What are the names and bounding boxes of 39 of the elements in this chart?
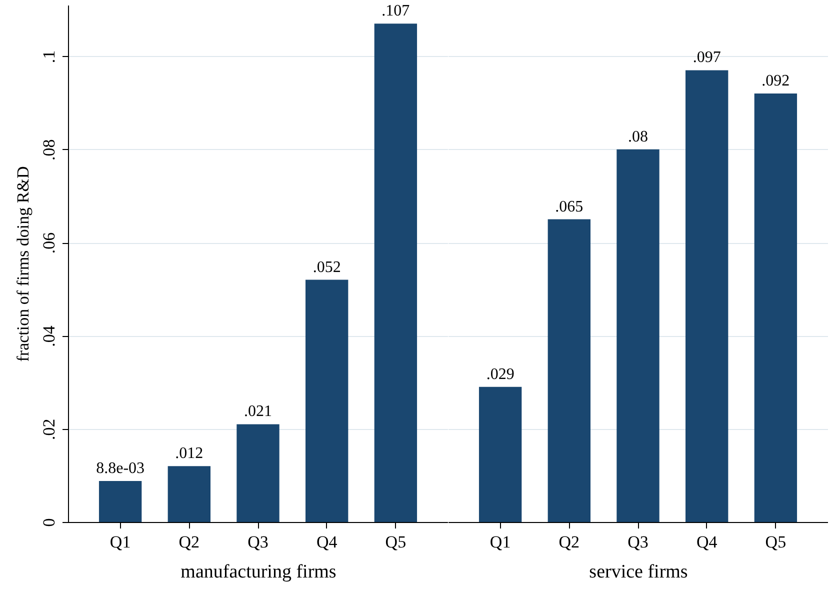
data-label: 8.8e-03 [96, 460, 145, 478]
x-tick-label: Q3 [248, 532, 268, 552]
data-label: .065 [555, 198, 584, 216]
y-tick-label: .06 [40, 232, 58, 254]
y-tick-label: .04 [40, 325, 58, 347]
x-tick-label: Q5 [765, 532, 786, 552]
bar [236, 424, 280, 522]
x-tick-label: Q4 [696, 532, 718, 552]
y-tick-label: .02 [40, 418, 58, 440]
data-label: .097 [692, 49, 721, 66]
data-label: .052 [312, 258, 341, 276]
x-axis-title: manufacturing firms [180, 562, 336, 582]
data-label: .107 [382, 2, 410, 20]
data-label: .021 [244, 403, 272, 420]
y-tick-label: .1 [40, 50, 58, 64]
x-axis-title: service firms [589, 562, 688, 582]
y-tick-label: 0 [40, 518, 58, 527]
data-label: .092 [762, 72, 790, 90]
data-label: .012 [175, 445, 204, 462]
bar [548, 219, 590, 522]
x-tick-label: Q2 [178, 532, 200, 552]
x-tick-label: Q5 [385, 532, 406, 552]
y-axis-title: fraction of firms doing R&D [14, 166, 32, 362]
bar [168, 466, 210, 522]
data-label: .029 [486, 366, 514, 383]
x-tick-label: Q3 [628, 532, 648, 552]
x-tick-label: Q1 [110, 532, 131, 552]
bar [686, 70, 728, 522]
y-tick-label: .08 [40, 139, 58, 161]
data-label: .08 [628, 128, 648, 146]
bar [616, 149, 660, 522]
x-tick-label: Q4 [316, 532, 338, 552]
bar [754, 93, 798, 522]
x-tick-label: Q2 [558, 532, 580, 552]
bar [478, 386, 522, 522]
bar [98, 481, 142, 522]
bar [306, 280, 348, 522]
bar [374, 24, 418, 522]
x-tick-label: Q1 [490, 532, 511, 552]
